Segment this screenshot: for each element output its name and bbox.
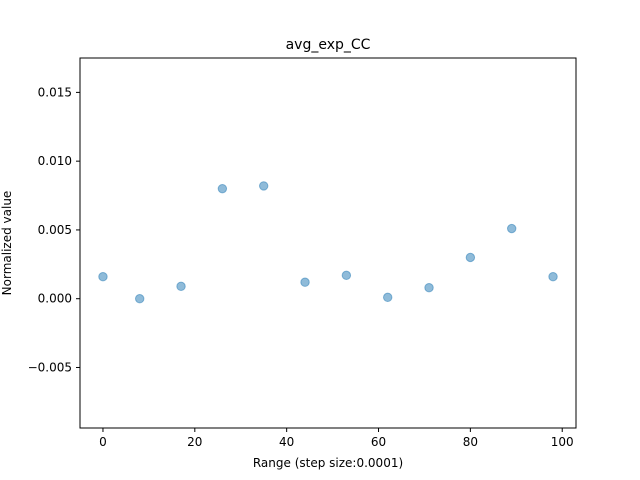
data-point-7 bbox=[383, 292, 393, 303]
chart-title: avg_exp_CC bbox=[286, 37, 371, 53]
y-tick-label: −0.005 bbox=[28, 360, 72, 374]
x-axis-label: Range (step size:0.0001) bbox=[253, 456, 403, 470]
y-tick-label: 0.010 bbox=[38, 154, 72, 168]
data-point-11 bbox=[548, 271, 558, 282]
data-point-5 bbox=[300, 277, 310, 287]
data-point-2 bbox=[176, 281, 186, 292]
data-point-9 bbox=[465, 252, 476, 263]
y-axis-label: Normalized value bbox=[0, 191, 14, 296]
x-tick-label: 40 bbox=[279, 435, 294, 449]
x-tick-label: 80 bbox=[463, 435, 478, 449]
plot-frame bbox=[79, 57, 577, 429]
y-tick-label: 0.005 bbox=[38, 223, 72, 237]
x-tick-label: 60 bbox=[371, 435, 386, 449]
data-point-0 bbox=[98, 271, 108, 282]
x-tick-label: 20 bbox=[187, 435, 202, 449]
y-tick-label: 0.000 bbox=[38, 292, 72, 306]
data-point-10 bbox=[507, 223, 517, 234]
data-point-8 bbox=[424, 283, 434, 293]
y-axis-ticks: −0.005 0.000 0.005 0.010 0.015 bbox=[28, 85, 80, 374]
data-point-4 bbox=[259, 181, 269, 191]
data-point-3 bbox=[217, 183, 228, 194]
data-point-1 bbox=[135, 294, 145, 304]
x-tick-label: 100 bbox=[551, 435, 574, 449]
x-axis-ticks: 0 20 40 60 80 100 bbox=[99, 428, 574, 449]
data-points bbox=[98, 181, 558, 304]
y-tick-label: 0.015 bbox=[38, 85, 72, 99]
x-tick-label: 0 bbox=[99, 435, 107, 449]
data-point-6 bbox=[341, 270, 352, 281]
